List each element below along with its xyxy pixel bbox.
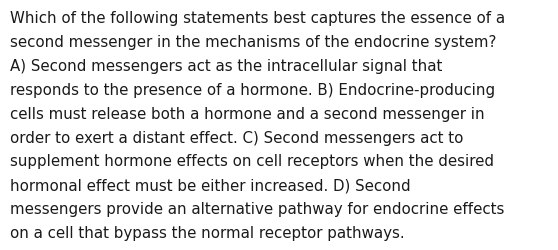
Text: cells must release both a hormone and a second messenger in: cells must release both a hormone and a … <box>10 106 485 121</box>
Text: supplement hormone effects on cell receptors when the desired: supplement hormone effects on cell recep… <box>10 154 494 169</box>
Text: on a cell that bypass the normal receptor pathways.: on a cell that bypass the normal recepto… <box>10 225 405 240</box>
Text: A) Second messengers act as the intracellular signal that: A) Second messengers act as the intracel… <box>10 59 442 74</box>
Text: Which of the following statements best captures the essence of a: Which of the following statements best c… <box>10 11 505 26</box>
Text: messengers provide an alternative pathway for endocrine effects: messengers provide an alternative pathwa… <box>10 201 504 216</box>
Text: hormonal effect must be either increased. D) Second: hormonal effect must be either increased… <box>10 178 411 192</box>
Text: second messenger in the mechanisms of the endocrine system?: second messenger in the mechanisms of th… <box>10 35 497 50</box>
Text: responds to the presence of a hormone. B) Endocrine-producing: responds to the presence of a hormone. B… <box>10 82 495 98</box>
Text: order to exert a distant effect. C) Second messengers act to: order to exert a distant effect. C) Seco… <box>10 130 463 145</box>
